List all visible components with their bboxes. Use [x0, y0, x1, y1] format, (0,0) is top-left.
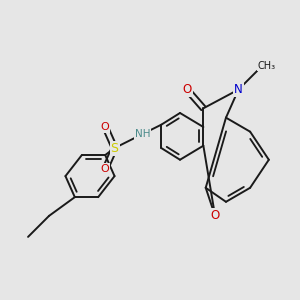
Text: O: O — [182, 83, 192, 96]
Text: NH: NH — [135, 129, 150, 139]
Text: O: O — [101, 164, 110, 174]
Text: O: O — [101, 122, 110, 132]
Text: N: N — [234, 83, 243, 96]
Text: CH₃: CH₃ — [257, 61, 275, 71]
Text: O: O — [210, 209, 220, 222]
Text: S: S — [110, 142, 118, 154]
